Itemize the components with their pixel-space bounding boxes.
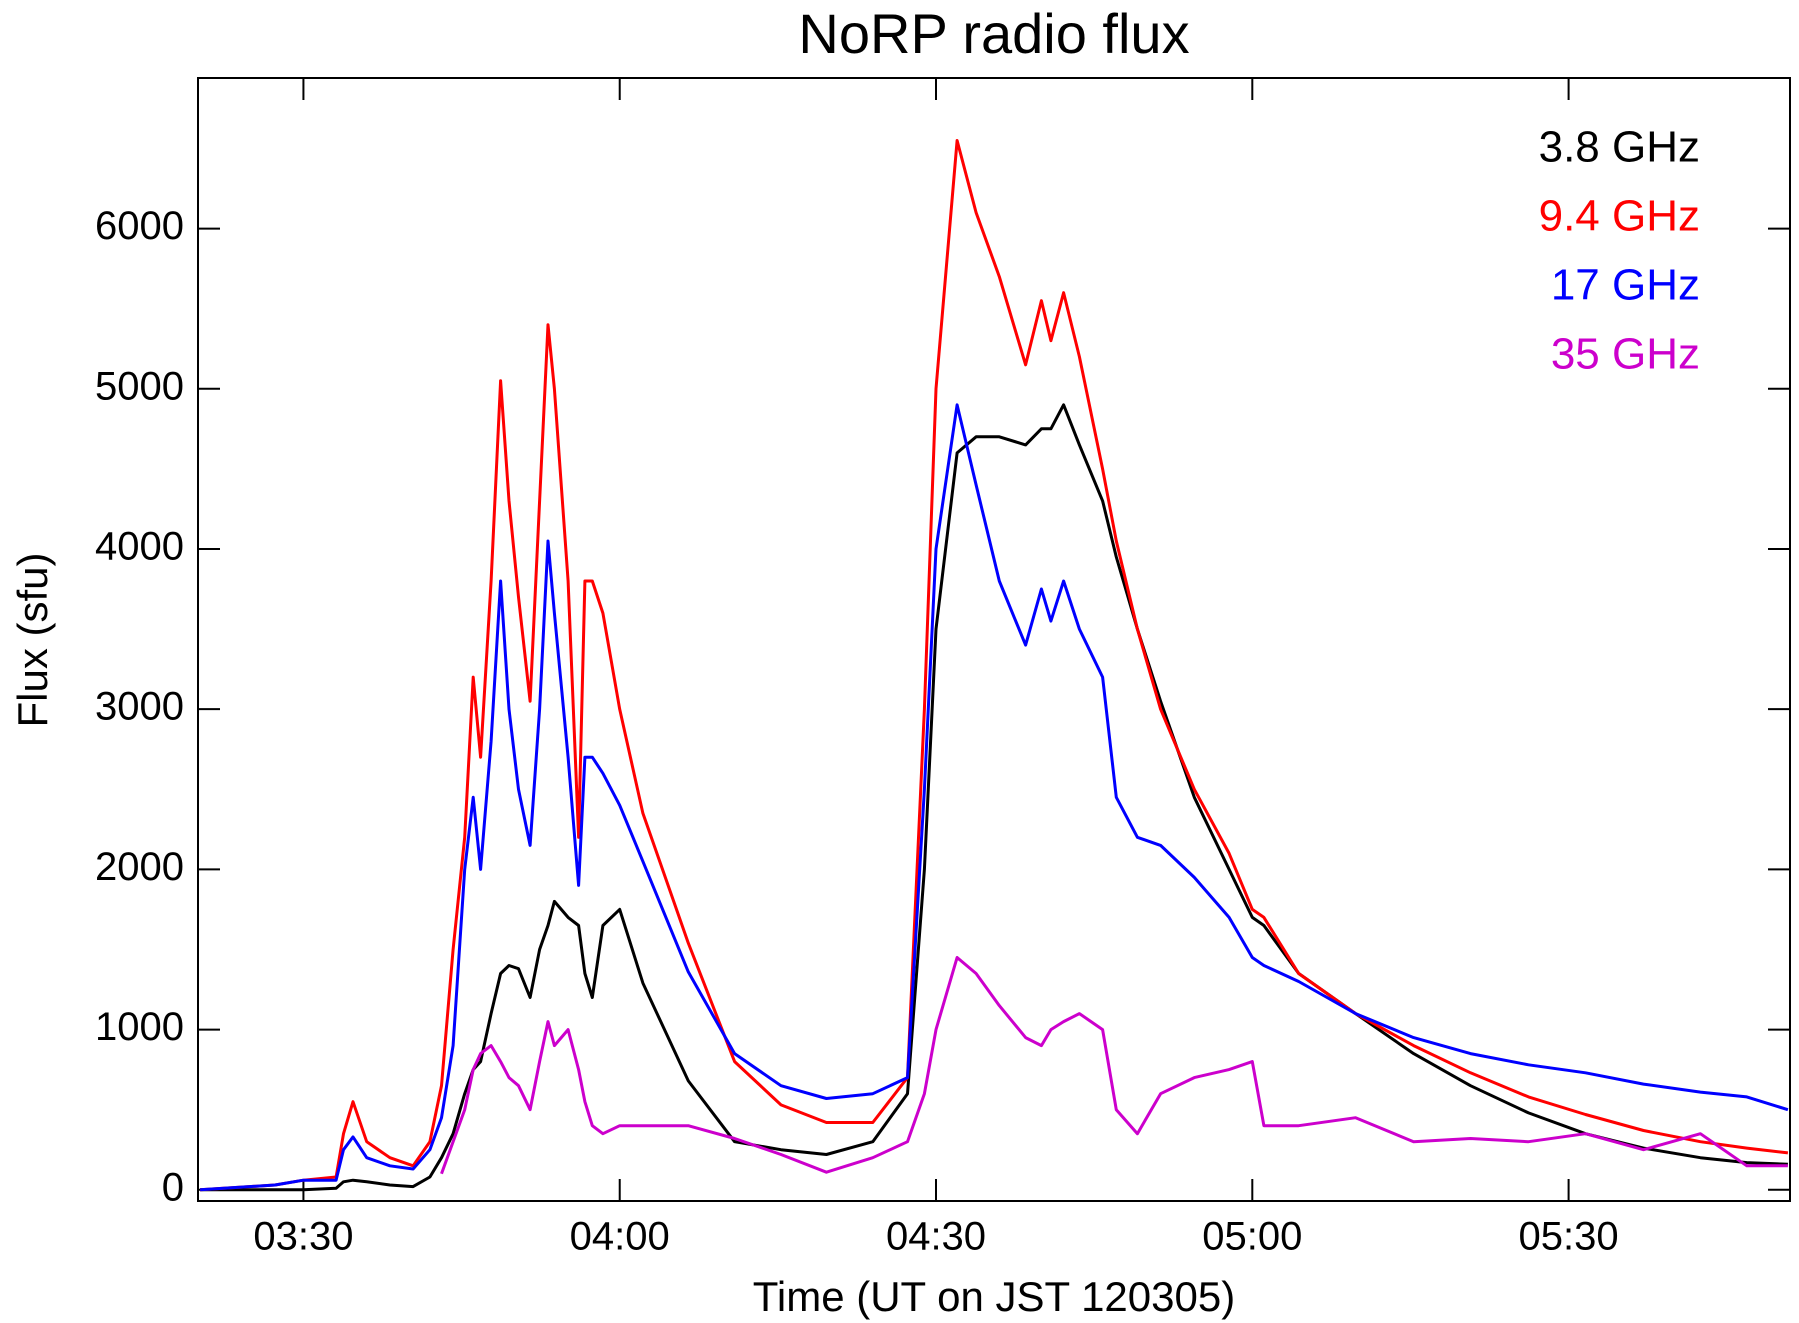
- series-line: [200, 403, 1788, 1192]
- legend-label: 35 GHz: [1551, 330, 1700, 379]
- y-tick-label: 6000: [95, 204, 184, 248]
- y-tick-label: 4000: [95, 525, 184, 569]
- y-tick-label: 2000: [95, 845, 184, 889]
- plot-frame: [197, 77, 1791, 1202]
- legend-label: 3.8 GHz: [1539, 123, 1700, 172]
- y-axis-label: Flux (sfu): [9, 552, 56, 727]
- x-tick-label: 05:30: [1519, 1215, 1619, 1259]
- y-tick-label: 5000: [95, 364, 184, 408]
- series-line: [440, 956, 1788, 1175]
- chart-title: NoRP radio flux: [798, 2, 1189, 65]
- series-line: [200, 403, 1789, 1192]
- x-tick-label: 05:00: [1202, 1215, 1302, 1259]
- legend-label: 9.4 GHz: [1539, 192, 1700, 241]
- y-tick-label: 0: [162, 1165, 184, 1209]
- series-line: [200, 139, 1789, 1192]
- y-tick-label: 3000: [95, 685, 184, 729]
- x-tick-label: 04:00: [570, 1215, 670, 1259]
- x-tick-label: 04:30: [886, 1215, 986, 1259]
- x-axis-label: Time (UT on JST 120305): [753, 1273, 1235, 1320]
- legend-label: 17 GHz: [1551, 261, 1700, 310]
- x-tick-label: 03:30: [253, 1215, 353, 1259]
- y-tick-label: 1000: [95, 1005, 184, 1049]
